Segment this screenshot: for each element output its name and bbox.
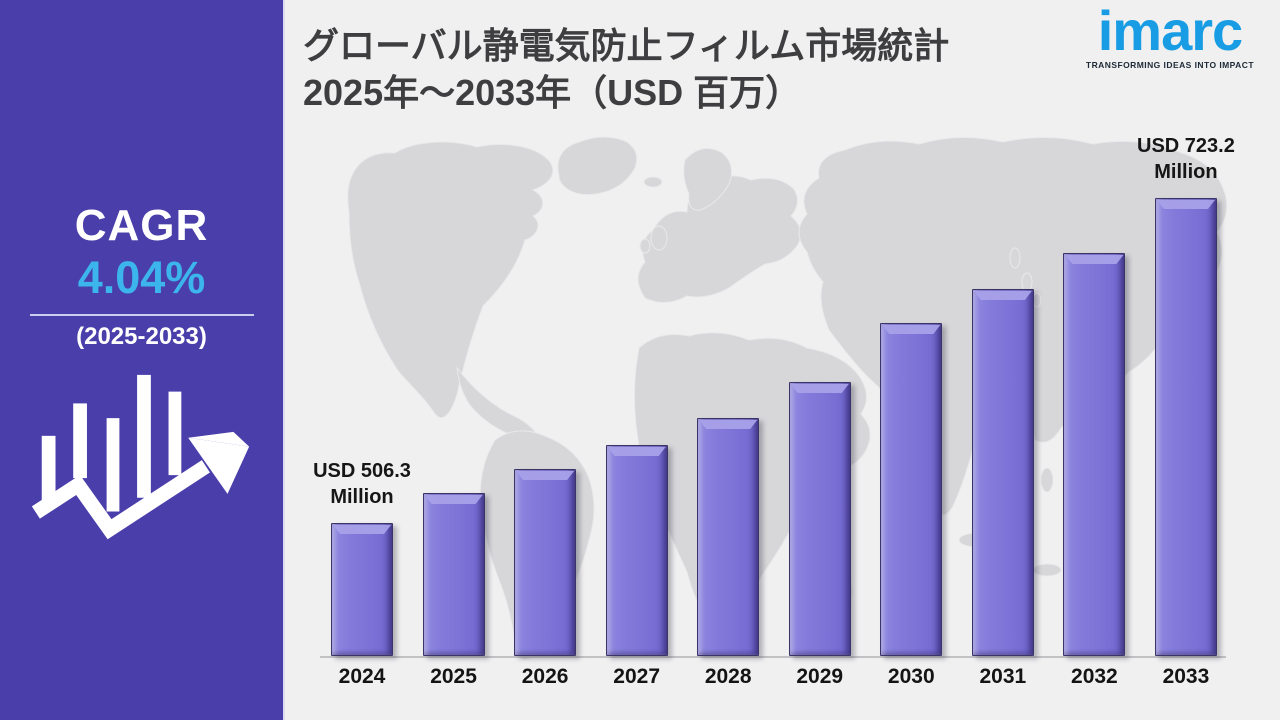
bar-2027	[605, 445, 668, 656]
bar-column-2027: 2027	[605, 445, 668, 688]
imarc-logo-tagline: TRANSFORMING IDEAS INTO IMPACT	[1085, 60, 1254, 71]
x-tick-2028: 2028	[704, 665, 752, 688]
bar-column-2033: 2033 USD 723.2 Million	[1137, 135, 1235, 688]
cagr-value: 4.04%	[77, 252, 206, 303]
bar-column-2032: 2032	[1063, 253, 1126, 688]
bar-2033	[1154, 198, 1217, 656]
bar-column-2030: 2030	[880, 323, 943, 688]
bar-column-2031: 2031	[971, 289, 1034, 688]
bar-2031	[971, 289, 1034, 656]
bar-column-2024: 2024 USD 506.3 Million	[313, 460, 411, 688]
bar-2024	[331, 523, 393, 656]
imarc-logo: imarc TRANSFORMING IDEAS INTO IMPACT	[1085, 0, 1254, 71]
chart-title-line1: グローバル静電気防止フィルム市場統計	[303, 25, 950, 66]
x-tick-2029: 2029	[796, 665, 844, 688]
cagr-period: (2025-2033)	[76, 323, 207, 350]
imarc-logo-text: imarc	[1097, 0, 1243, 62]
bar-chart: 2024 USD 506.3 Million 2025 2026 2027 2028 2029…	[313, 135, 1235, 688]
bar-2025	[422, 493, 485, 656]
bar-2026	[514, 469, 577, 656]
bar-column-2029: 2029	[788, 382, 851, 688]
chart-area: グローバル静電気防止フィルム市場統計 2025年～2033年（USD 百万） im…	[287, 0, 1280, 720]
value-label-2033: USD 723.2 Million	[1137, 135, 1235, 183]
chart-title: グローバル静電気防止フィルム市場統計 2025年～2033年（USD 百万）	[303, 22, 949, 116]
bar-column-2028: 2028	[697, 418, 760, 688]
chart-title-line2: 2025年～2033年（USD 百万）	[303, 72, 802, 113]
bar-2029	[788, 382, 851, 656]
bar-column-2025: 2025	[422, 493, 485, 688]
bar-2028	[697, 418, 760, 656]
bar-2030	[880, 323, 943, 656]
divider	[29, 314, 254, 316]
value-label-2024: USD 506.3 Million	[313, 460, 411, 508]
bar-series: 2024 USD 506.3 Million 2025 2026 2027 2028 2029…	[313, 135, 1235, 688]
cagr-panel: CAGR 4.04% (2025-2033)	[0, 0, 285, 720]
x-tick-2026: 2026	[521, 665, 569, 688]
x-tick-2030: 2030	[887, 665, 935, 688]
x-tick-2024: 2024	[338, 665, 386, 688]
x-tick-2027: 2027	[613, 665, 660, 688]
x-axis-line	[320, 656, 1226, 658]
bar-column-2026: 2026	[514, 469, 577, 688]
growth-chart-icon	[31, 374, 249, 540]
x-tick-2032: 2032	[1071, 665, 1118, 688]
x-tick-2031: 2031	[979, 665, 1027, 688]
x-tick-2033: 2033	[1162, 665, 1210, 688]
bar-2032	[1063, 253, 1126, 656]
x-tick-2025: 2025	[430, 665, 477, 688]
cagr-heading: CAGR	[74, 201, 209, 250]
